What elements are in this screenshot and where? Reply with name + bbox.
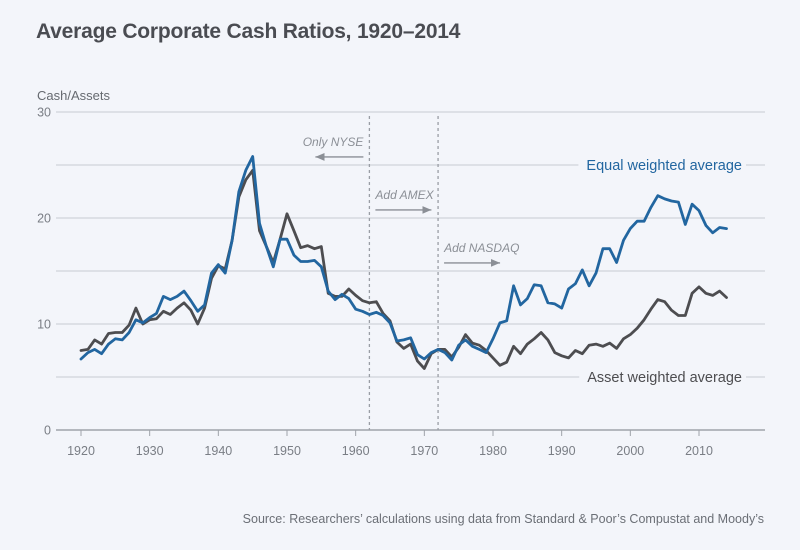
annotation-label: Add AMEX	[374, 188, 434, 202]
annotation-label: Only NYSE	[303, 135, 365, 149]
chart-title: Average Corporate Cash Ratios, 1920–2014	[36, 20, 461, 43]
y-tick-label: 30	[37, 106, 51, 120]
legend-label-background	[578, 154, 746, 174]
x-tick-label: 1950	[273, 444, 301, 458]
legend-label-background	[579, 366, 746, 386]
x-tick-label: 1960	[342, 444, 370, 458]
legend-label: Asset weighted average	[587, 370, 742, 386]
series-line-asset-weighted	[79, 168, 728, 370]
y-tick-label: 20	[37, 212, 51, 226]
x-tick-label: 1920	[67, 444, 95, 458]
x-tick-label: 1990	[548, 444, 576, 458]
x-tick-label: 2000	[616, 444, 644, 458]
y-tick-label: 0	[44, 424, 51, 438]
x-tick-label: 1930	[136, 444, 164, 458]
x-tick-label: 1970	[410, 444, 438, 458]
x-tick-label: 2010	[685, 444, 713, 458]
annotation-label: Add NASDAQ	[443, 241, 519, 255]
legend-label: Equal weighted average	[586, 158, 742, 174]
y-tick-label: 10	[37, 318, 51, 332]
x-tick-label: 1980	[479, 444, 507, 458]
y-axis-label: Cash/Assets	[37, 88, 110, 103]
x-tick-label: 1940	[204, 444, 232, 458]
series-line-equal-weighted	[79, 155, 728, 362]
source-note: Source: Researchers’ calculations using …	[242, 512, 764, 526]
